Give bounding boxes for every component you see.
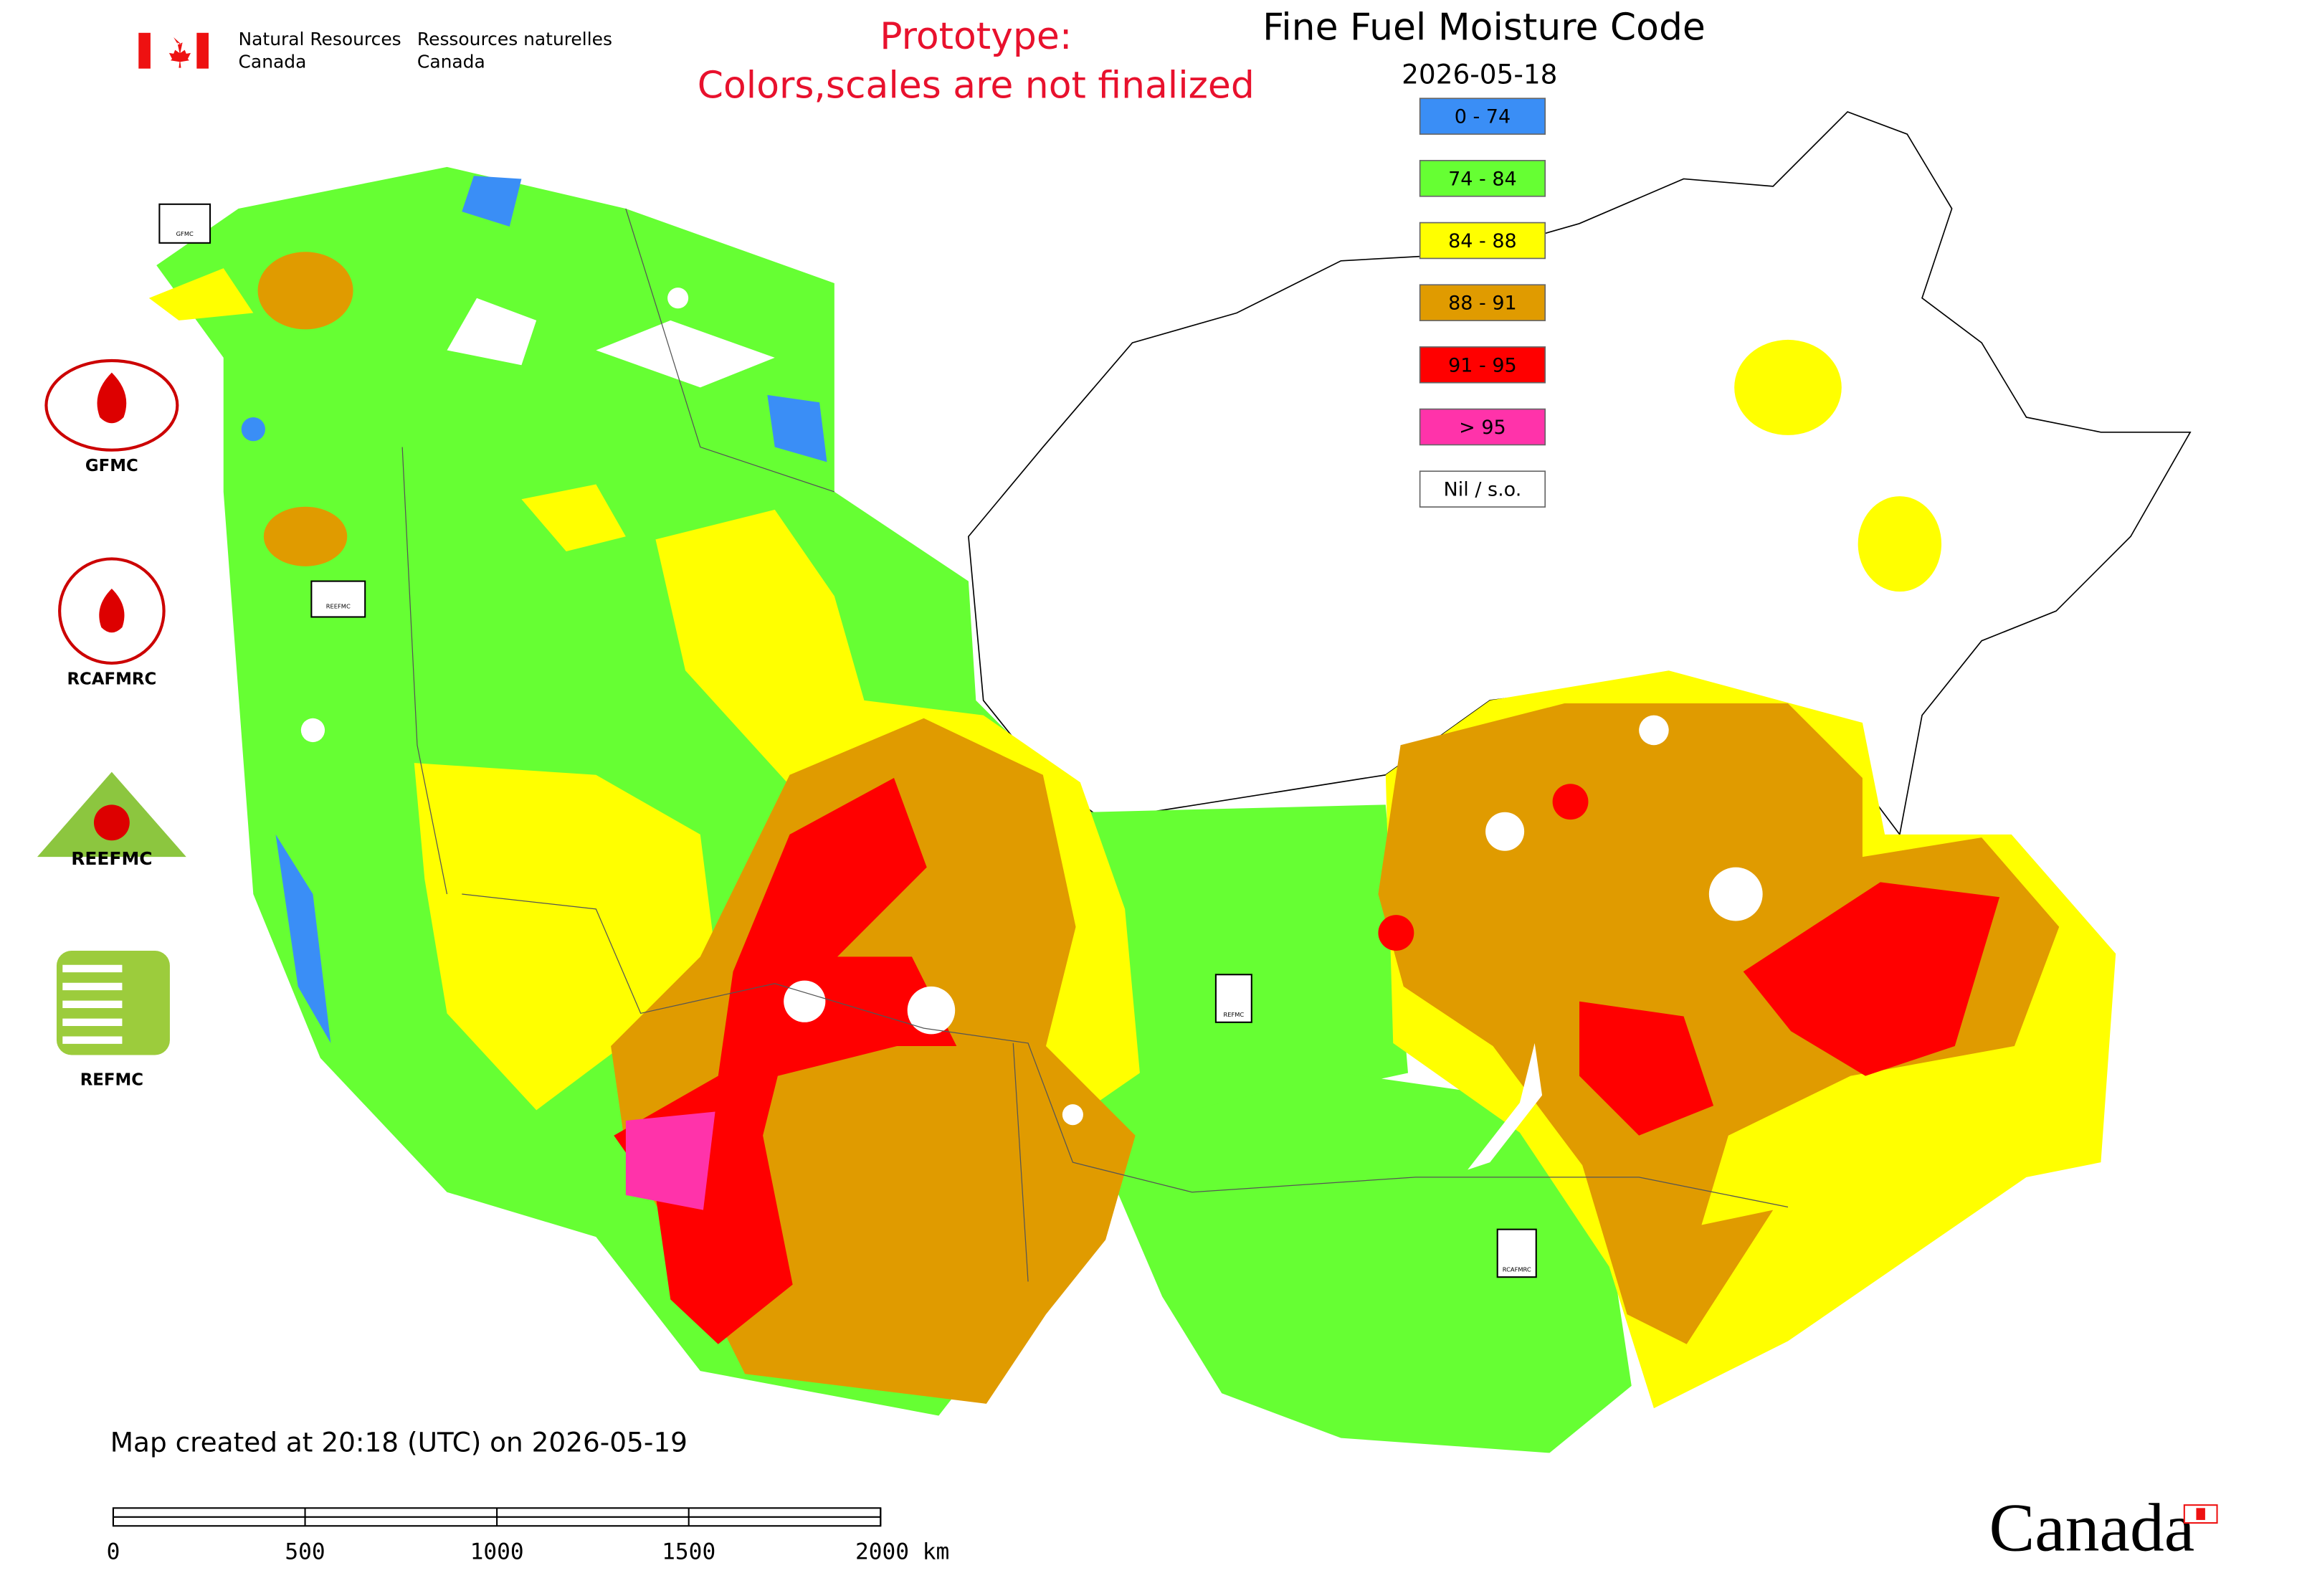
logo-label: REFMC	[80, 1070, 143, 1089]
marker-label: REFMC	[1223, 1011, 1244, 1018]
lake	[667, 288, 689, 309]
lakes	[300, 288, 1763, 1170]
org-name: Natural Resources	[239, 29, 401, 49]
scale-label: 500	[285, 1539, 325, 1565]
map-marker	[158, 203, 211, 244]
legend: 0 - 74 74 - 84 84 - 88 88 - 91 91 - 95 > 95 Ni…	[1419, 98, 1546, 508]
flag-bar	[196, 32, 209, 69]
lake	[1639, 715, 1669, 746]
logo-label: RCAFMRC	[67, 670, 156, 688]
map-region	[1579, 882, 2000, 1136]
fire-map	[148, 110, 2192, 1453]
logo-flame	[99, 588, 125, 633]
map-markers: GFMC REEFMC REFMC RCAFMRC	[158, 203, 1537, 1278]
legend-label: 88 - 91	[1448, 293, 1517, 315]
legend-swatch	[1419, 98, 1546, 135]
notice: Colors,scales are not finalized	[698, 65, 1255, 108]
lake	[907, 986, 956, 1035]
map-region	[1858, 496, 1942, 592]
scale-label: 0	[107, 1539, 120, 1565]
lake	[1468, 1042, 1543, 1170]
lake	[1708, 867, 1763, 921]
map-region	[241, 417, 265, 442]
marker-label: REEFMC	[326, 602, 351, 609]
flag-bar	[138, 32, 151, 69]
legend-label: Nil / s.o.	[1444, 479, 1522, 501]
map-region	[257, 252, 353, 330]
map-title: Fine Fuel Moisture Code	[1262, 6, 1706, 49]
map-date: 2026-05-18	[1402, 59, 1557, 90]
notice: Prototype:	[880, 15, 1072, 58]
map-region	[1378, 703, 2060, 1344]
org-name: Canada	[417, 51, 485, 72]
legend-label: > 95	[1459, 417, 1506, 439]
legend-label: 84 - 88	[1448, 230, 1517, 252]
marker-label: RCAFMRC	[1503, 1265, 1531, 1273]
lake	[300, 718, 325, 743]
footer: Map created at 20:18 (UTC) on 2026-05-19…	[107, 1426, 2218, 1566]
lake	[1062, 1104, 1083, 1126]
map-marker	[1214, 974, 1252, 1023]
legend-swatch	[1419, 408, 1546, 446]
scale-label: 2000 km	[855, 1539, 949, 1565]
flag-leaf	[168, 37, 191, 68]
legend-label: 91 - 95	[1448, 354, 1517, 376]
wordmark-leaf	[2196, 1508, 2205, 1520]
map-marker	[1496, 1228, 1537, 1278]
org-name: Canada	[239, 51, 307, 72]
map-region	[1378, 915, 1414, 951]
legend-swatch	[1419, 346, 1546, 384]
creation-note: Map created at 20:18 (UTC) on 2026-05-19	[110, 1426, 688, 1458]
logo-stripes	[62, 964, 123, 1044]
scale-label: 1500	[662, 1539, 715, 1565]
scale-bar: 0 500 1000 1500 2000 km	[107, 1507, 949, 1565]
logo-label: REEFMC	[71, 848, 152, 869]
map-region	[263, 506, 348, 566]
marker-label: GFMC	[176, 230, 194, 237]
header: Natural Resources Canada Ressources natu…	[138, 6, 1706, 108]
legend-swatch	[1419, 470, 1546, 508]
legend-swatch	[1419, 160, 1546, 197]
map-region	[625, 1111, 715, 1210]
border-line	[462, 893, 1789, 1208]
lake	[784, 980, 826, 1022]
map-region	[1102, 1073, 1632, 1453]
legend-label: 74 - 84	[1448, 168, 1517, 190]
legend-swatch	[1419, 222, 1546, 260]
partner-logos: GFMC RCAFMRC REEFMC REFMC GFMC REEFMC RE…	[37, 203, 1537, 1278]
border-line	[401, 208, 1029, 1282]
map-region	[1734, 339, 1842, 435]
map-region	[148, 268, 626, 552]
lake	[447, 298, 775, 388]
org-name: Ressources naturelles	[417, 29, 612, 49]
map-marker	[310, 580, 366, 618]
logo-flame	[93, 804, 130, 841]
legend-label: 0 - 74	[1455, 106, 1511, 128]
logo-flame	[97, 372, 127, 424]
canada-wordmark: Canada	[1989, 1490, 2195, 1566]
lake	[1485, 812, 1525, 851]
scale-label: 1000	[470, 1539, 524, 1565]
legend-swatch	[1419, 284, 1546, 321]
logo-label: GFMC	[85, 457, 138, 475]
map-region	[1552, 784, 1589, 820]
